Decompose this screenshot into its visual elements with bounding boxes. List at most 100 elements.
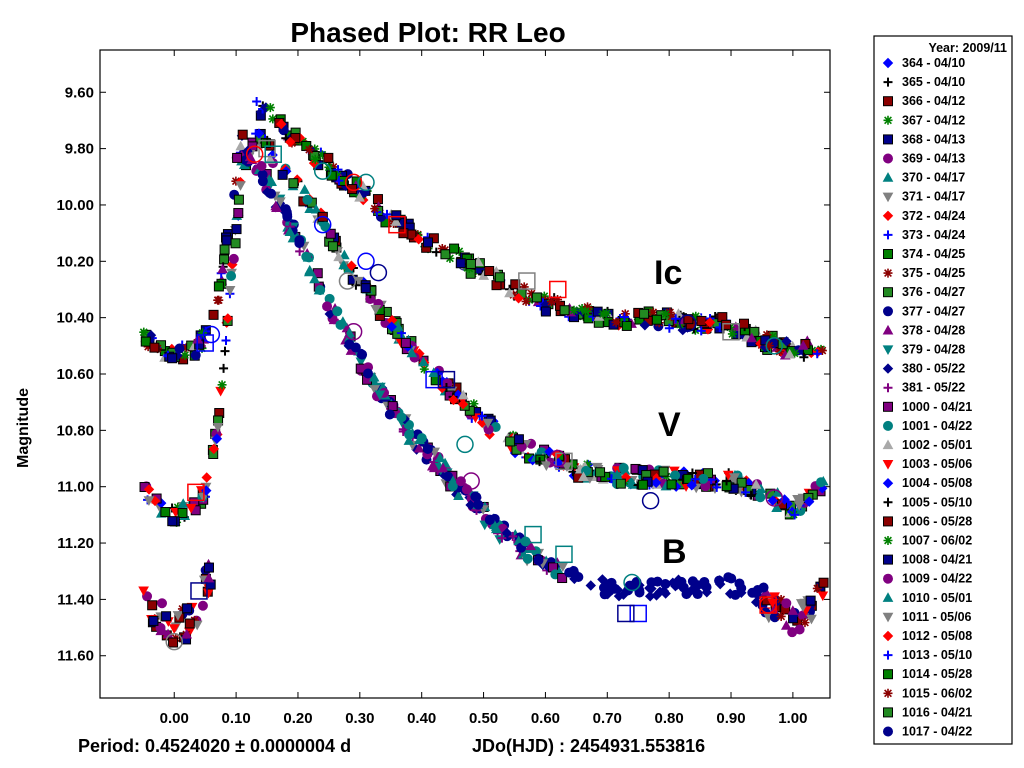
open-marker — [313, 162, 332, 180]
data-point — [324, 162, 334, 172]
data-point — [618, 463, 629, 474]
open-marker — [617, 604, 635, 623]
data-point — [277, 169, 288, 180]
legend-marker — [883, 688, 893, 698]
legend-marker — [883, 96, 893, 107]
open-marker — [425, 370, 443, 389]
data-point — [310, 154, 320, 164]
data-point — [177, 498, 189, 508]
data-point — [569, 573, 580, 585]
data-point — [477, 411, 487, 421]
data-point — [794, 624, 805, 635]
data-point — [220, 346, 230, 356]
legend-marker — [882, 460, 894, 470]
data-point — [651, 314, 662, 325]
open-marker — [623, 573, 641, 592]
chart-title: Phased Plot: RR Leo — [290, 17, 565, 48]
data-point — [232, 152, 243, 163]
data-point — [326, 170, 337, 181]
data-point — [598, 582, 609, 593]
data-point — [317, 150, 327, 160]
data-point — [382, 209, 392, 219]
data-point — [670, 470, 681, 481]
legend-label: 1014 - 05/28 — [902, 667, 972, 681]
legend: Year: 2009/11 364 - 04/10 365 - 04/10 366 … — [873, 35, 1013, 745]
data-point — [333, 251, 344, 262]
data-point — [235, 181, 246, 191]
data-point — [413, 234, 424, 245]
data-point — [233, 194, 244, 205]
data-point — [612, 584, 624, 596]
data-point — [585, 580, 596, 591]
data-point — [727, 329, 737, 339]
legend-item: 364 - 04/10 — [882, 56, 965, 70]
legend-item: 381 - 05/22 — [883, 381, 965, 395]
legend-item: 379 - 04/28 — [882, 343, 965, 357]
data-point — [691, 311, 701, 321]
open-marker — [629, 604, 647, 623]
legend-marker — [883, 287, 893, 298]
open-marker — [165, 632, 183, 651]
open-marker — [338, 272, 357, 290]
data-point — [611, 317, 621, 327]
data-point — [275, 197, 286, 207]
data-point — [302, 194, 313, 205]
data-point — [618, 589, 629, 600]
data-point — [687, 468, 697, 478]
legend-title: Year: 2009/11 — [928, 41, 1007, 55]
data-point — [265, 103, 275, 113]
data-point — [268, 114, 278, 124]
data-point — [521, 296, 531, 306]
legend-item: 1010 - 05/01 — [882, 591, 972, 605]
data-point — [661, 309, 671, 319]
data-point — [386, 321, 397, 332]
data-point — [805, 595, 816, 606]
legend-marker — [882, 477, 894, 489]
data-point — [434, 452, 446, 463]
data-point — [651, 590, 662, 601]
data-point — [447, 475, 459, 486]
legend-label: 1012 - 05/08 — [902, 629, 972, 643]
x-tick-label: 0.20 — [283, 710, 312, 727]
data-point — [696, 315, 707, 326]
x-tick-label: 0.30 — [345, 710, 374, 727]
data-point — [513, 293, 524, 304]
x-tick-label: 0.00 — [160, 710, 189, 727]
data-point — [784, 348, 796, 359]
data-point — [701, 587, 713, 598]
legend-item: 376 - 04/27 — [883, 285, 965, 299]
data-point — [208, 443, 220, 455]
legend-label: 1011 - 05/06 — [902, 610, 972, 624]
legend-item: 370 - 04/17 — [882, 171, 965, 185]
data-point — [776, 594, 786, 604]
open-marker — [765, 489, 784, 507]
legend-label: 1017 - 04/22 — [902, 725, 972, 739]
data-point — [235, 140, 247, 151]
open-marker — [245, 145, 264, 163]
legend-label: 1000 - 04/21 — [902, 400, 972, 414]
y-tick-label: 11.40 — [57, 591, 94, 608]
data-point — [508, 531, 518, 541]
data-point — [363, 368, 374, 379]
data-point — [256, 160, 267, 171]
open-marker — [344, 173, 363, 192]
open-marker — [437, 370, 456, 389]
legend-label: 371 - 04/17 — [902, 190, 965, 204]
data-point — [666, 312, 676, 322]
legend-marker — [883, 420, 893, 431]
data-point — [453, 490, 464, 501]
data-point — [639, 320, 651, 331]
open-marker — [202, 325, 221, 344]
data-point — [322, 301, 333, 312]
data-point — [729, 473, 740, 483]
legend-item: 377 - 04/27 — [883, 304, 965, 318]
y-tick-label: 10.40 — [56, 310, 94, 327]
legend-marker — [882, 630, 894, 642]
legend-label: 381 - 05/22 — [902, 381, 965, 395]
legend-label: 1006 - 05/28 — [902, 514, 972, 528]
data-point — [301, 251, 312, 262]
legend-item: 1017 - 04/22 — [883, 725, 972, 739]
data-point — [182, 603, 193, 614]
data-point — [803, 496, 815, 507]
legend-label: 376 - 04/27 — [902, 285, 965, 299]
